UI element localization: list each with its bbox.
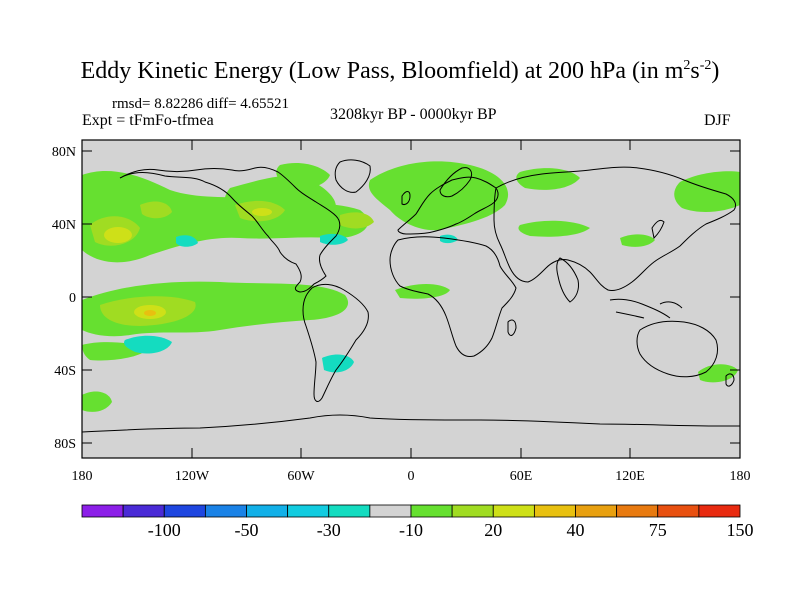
coast-south-america [302, 283, 369, 402]
field-neg-south-pacific [124, 335, 172, 354]
lon-labels: 180 120W 60W 0 60E 120E 180 [72, 469, 751, 484]
field-australia-east [698, 364, 738, 383]
lon-label: 0 [408, 469, 415, 484]
lat-label: 40S [54, 364, 76, 379]
experiment-label: Expt = tFmFo-tfmea [82, 112, 214, 129]
coast-india [556, 257, 579, 303]
title-exponent-1: 2 [683, 58, 691, 73]
lat-label: 40N [52, 218, 76, 233]
colorbar-swatch [246, 504, 289, 518]
lat-label: 0 [69, 291, 76, 306]
title-exponent-2: -2 [699, 58, 712, 73]
colorbar-swatch [575, 504, 618, 518]
field-europe [368, 161, 509, 231]
colorbar [81, 504, 741, 518]
coast-madagascar [507, 319, 517, 336]
period-label: 3208kyr BP - 0000kyr BP [330, 106, 497, 123]
field-neg-atlantic-north [320, 233, 348, 245]
coast-uk [401, 191, 411, 205]
colorbar-label: 150 [726, 520, 754, 540]
contour-fields [82, 161, 740, 412]
stats-text: rmsd= 8.82286 diff= 4.65521 [112, 96, 290, 112]
colorbar-label: -10 [399, 520, 423, 540]
lon-label: 180 [730, 469, 751, 484]
field-north-pacific [82, 170, 369, 263]
colorbar-label: 20 [484, 520, 503, 540]
field-north-pacific-core-2 [140, 201, 172, 219]
colorbar-swatch [81, 504, 124, 518]
colorbar-label: 75 [648, 520, 667, 540]
coast-new-zealand [725, 373, 735, 387]
colorbar-swatch [657, 504, 700, 518]
colorbar-swatch [163, 504, 206, 518]
colorbar-label: -50 [234, 520, 259, 540]
coast-scandinavia [439, 167, 473, 198]
field-neg-pacific-north [176, 235, 198, 247]
coast-japan [651, 219, 665, 240]
coast-indonesia [609, 298, 683, 319]
colorbar-swatch [451, 504, 494, 518]
coastlines [82, 159, 740, 433]
colorbar-swatch [287, 504, 330, 518]
lon-label: 60E [510, 469, 533, 484]
coast-greenland [334, 159, 371, 193]
lat-label: 80S [54, 437, 76, 452]
colorbar-swatch [492, 504, 535, 518]
lon-label: 120W [175, 469, 210, 484]
field-atlantic-hotspot [252, 208, 272, 216]
field-middle-east [518, 220, 590, 237]
field-north-atlantic-core-2 [340, 212, 374, 229]
coast-australia [636, 320, 719, 378]
colorbar-label: -100 [147, 520, 181, 540]
coast-asia [493, 166, 737, 291]
colorbar-swatch [698, 504, 741, 518]
field-west-africa [395, 284, 450, 299]
colorbar-label: -30 [316, 520, 341, 540]
coast-north-america [119, 166, 341, 293]
colorbar-swatch [410, 504, 453, 518]
colorbar-swatch [369, 504, 412, 518]
field-south-pacific-lower [82, 391, 112, 412]
colorbar-swatch [204, 504, 247, 518]
colorbar-label: 40 [566, 520, 585, 540]
colorbar-swatch [122, 504, 165, 518]
coast-europe [397, 176, 499, 235]
lat-label: 80N [52, 145, 76, 160]
coast-africa [389, 236, 517, 357]
lon-label: 60W [287, 469, 315, 484]
title-unit-s: s [690, 58, 700, 84]
season-label: DJF [704, 112, 731, 129]
field-neg-south-america [322, 354, 354, 373]
field-asia-pacific [674, 171, 740, 212]
colorbar-swatch [533, 504, 576, 518]
field-north-pacific-hotspot [104, 227, 132, 243]
lon-label: 180 [72, 469, 93, 484]
title-text: Eddy Kinetic Energy (Low Pass, Bloomfiel… [80, 58, 684, 84]
lon-label: 120E [615, 469, 645, 484]
coast-antarctica [82, 414, 740, 433]
field-japan [620, 234, 655, 247]
title-close: ) [711, 58, 720, 84]
chart-title: Eddy Kinetic Energy (Low Pass, Bloomfiel… [0, 58, 800, 85]
field-tropical-pacific-peak [144, 310, 156, 316]
colorbar-swatch [616, 504, 659, 518]
lat-ticks [82, 150, 740, 444]
lat-labels: 80N 40N 0 40S 80S [52, 145, 76, 452]
colorbar-swatch [328, 504, 371, 518]
field-siberia [516, 168, 580, 190]
lon-ticks [191, 140, 631, 458]
